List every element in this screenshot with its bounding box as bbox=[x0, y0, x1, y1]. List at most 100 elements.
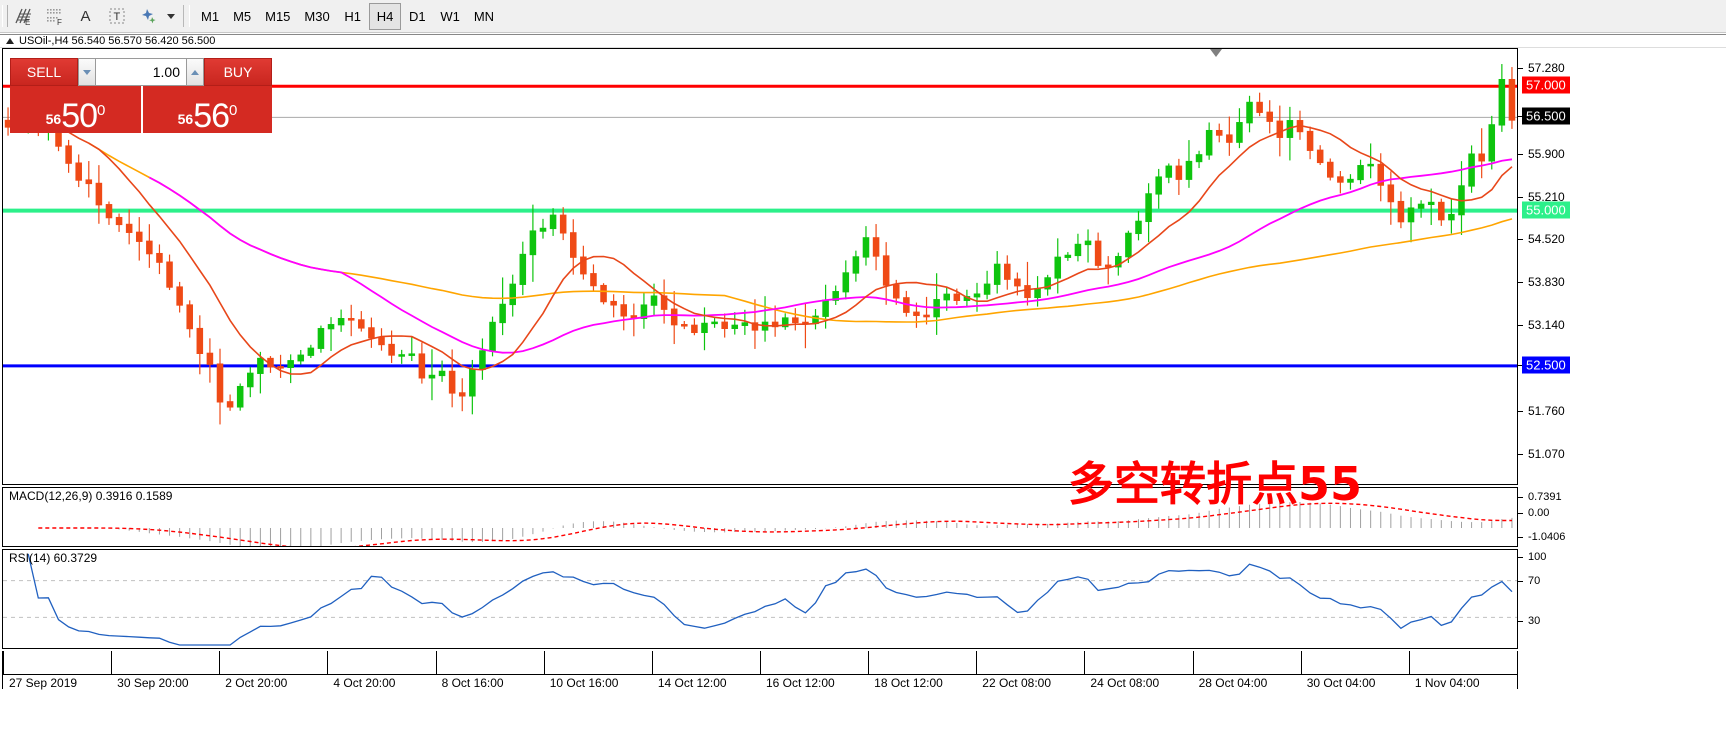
candle-body bbox=[438, 370, 446, 377]
rsi-tick-30: 30 bbox=[1518, 615, 1540, 627]
text-tool-icon[interactable]: A bbox=[80, 7, 91, 25]
candle-body bbox=[398, 354, 405, 357]
time-label-9: 22 Oct 08:00 bbox=[982, 676, 1051, 690]
sell-price-prefix: 56 bbox=[45, 111, 62, 127]
indicators-icon[interactable]: E bbox=[8, 3, 39, 30]
timeframe-h1[interactable]: H1 bbox=[344, 8, 362, 24]
rsi-chart-svg bbox=[3, 553, 1517, 646]
timeframe-m15[interactable]: M15 bbox=[265, 8, 291, 24]
candle-body bbox=[681, 324, 688, 327]
price-tick-53-830: 53.830 bbox=[1518, 275, 1565, 289]
text-label-icon[interactable]: T bbox=[101, 3, 132, 30]
candle-body bbox=[1357, 165, 1364, 181]
candle-body bbox=[176, 286, 183, 306]
candle-body bbox=[196, 327, 204, 355]
candle-body bbox=[1185, 160, 1193, 180]
candle-body bbox=[1448, 213, 1455, 221]
candle-body bbox=[973, 293, 981, 298]
candle-body bbox=[236, 385, 244, 408]
timeframe-mn[interactable]: MN bbox=[473, 8, 495, 24]
candle-body bbox=[1256, 101, 1263, 113]
price-tag-current-bid[interactable]: 56.500 bbox=[1522, 107, 1570, 125]
candle-body bbox=[701, 322, 708, 334]
time-label-2: 2 Oct 20:00 bbox=[225, 676, 288, 690]
candle-body bbox=[913, 311, 920, 316]
objects-dropdown-caret[interactable] bbox=[163, 3, 179, 30]
volume-input[interactable]: 1.00 bbox=[96, 58, 186, 86]
macd-tick-0: 0.7391 bbox=[1518, 491, 1562, 503]
candle-body bbox=[1024, 285, 1031, 299]
volume-decrease-button[interactable] bbox=[78, 58, 96, 86]
toolbar-grip[interactable] bbox=[2, 5, 8, 27]
timeframe-m1[interactable]: M1 bbox=[201, 8, 220, 24]
main-toolbar: E F A T bbox=[0, 0, 1726, 33]
price-chart-svg bbox=[3, 49, 1517, 425]
timeframe-h4[interactable]: H4 bbox=[368, 2, 402, 30]
candle-body bbox=[1316, 149, 1324, 164]
candle-body bbox=[1488, 124, 1496, 162]
buy-price-main: 56 bbox=[193, 97, 230, 135]
collapse-triangle-icon[interactable] bbox=[6, 38, 14, 44]
price-tag-resistance[interactable]: 57.000 bbox=[1522, 76, 1570, 94]
candle-body bbox=[1074, 243, 1082, 257]
price-tag-pivot[interactable]: 55.000 bbox=[1522, 201, 1570, 219]
candle-body bbox=[347, 317, 355, 321]
candle-body bbox=[1438, 201, 1445, 221]
sell-button[interactable]: SELL bbox=[10, 58, 78, 86]
candle-body bbox=[1226, 134, 1233, 143]
candle-body bbox=[287, 360, 294, 369]
candle-body bbox=[569, 232, 577, 258]
price-axis[interactable]: 57.280 56.500 55.900 55.210 54.520 53.830 53.1… bbox=[1518, 48, 1724, 485]
candle-body bbox=[125, 223, 133, 233]
candle-body bbox=[852, 256, 860, 274]
time-label-10: 24 Oct 08:00 bbox=[1090, 676, 1160, 690]
templates-icon[interactable]: F bbox=[39, 3, 70, 30]
time-label-3: 4 Oct 20:00 bbox=[333, 676, 396, 690]
candle-body bbox=[983, 283, 991, 295]
time-label-5: 10 Oct 16:00 bbox=[549, 676, 619, 690]
candle-body bbox=[691, 324, 698, 334]
price-tick-53-140: 53.140 bbox=[1518, 318, 1565, 332]
candle-body bbox=[368, 327, 375, 339]
time-label-12: 30 Oct 04:00 bbox=[1306, 676, 1376, 690]
buy-price-display[interactable]: 56 56 0 bbox=[141, 86, 272, 133]
candle-body bbox=[1427, 201, 1435, 206]
candle-body bbox=[1468, 153, 1475, 187]
macd-axis: 0.7391 0.00 -1.0406 bbox=[1518, 487, 1724, 547]
time-gridline bbox=[219, 651, 221, 674]
time-axis[interactable]: 27 Sep 2019 30 Sep 20:00 2 Oct 20:00 4 Oct … bbox=[2, 651, 1518, 690]
timeframe-d1[interactable]: D1 bbox=[409, 8, 426, 24]
time-gridline bbox=[111, 651, 113, 674]
time-label-4: 8 Oct 16:00 bbox=[441, 676, 504, 690]
candle-body bbox=[115, 216, 123, 226]
price-tag-support[interactable]: 52.500 bbox=[1522, 356, 1570, 374]
candle-body bbox=[1115, 255, 1122, 268]
rsi-label: RSI(14) 60.3729 bbox=[9, 551, 98, 565]
one-click-trading-panel[interactable]: SELL 1.00 BUY 56 50 0 56 56 0 bbox=[10, 58, 272, 133]
candle-body bbox=[862, 237, 870, 258]
candle-body bbox=[458, 392, 466, 397]
sell-price-display[interactable]: 56 50 0 bbox=[10, 86, 141, 133]
candle-body bbox=[1266, 111, 1273, 122]
objects-icon[interactable] bbox=[132, 3, 163, 30]
macd-chart-svg bbox=[38, 502, 1513, 546]
rsi-pane[interactable]: RSI(14) 60.3729 bbox=[2, 549, 1518, 649]
timeframe-m30[interactable]: M30 bbox=[304, 8, 330, 24]
buy-button[interactable]: BUY bbox=[204, 58, 272, 86]
candle-body bbox=[1478, 153, 1485, 162]
candle-body bbox=[822, 299, 829, 317]
candle-body bbox=[640, 304, 648, 319]
candle-body bbox=[75, 162, 82, 181]
volume-increase-button[interactable] bbox=[186, 58, 204, 86]
candle-body bbox=[1377, 163, 1385, 186]
candle-body bbox=[539, 227, 547, 232]
macd-pane[interactable]: MACD(12,26,9) 0.3916 0.1589 bbox=[2, 487, 1518, 547]
candle-body bbox=[892, 284, 900, 299]
chart-area[interactable]: MACD(12,26,9) 0.3916 0.1589 RSI(14) 60.3… bbox=[0, 48, 1726, 753]
price-tick-51-070: 51.070 bbox=[1518, 447, 1565, 461]
time-gridline bbox=[651, 651, 653, 674]
time-gridline bbox=[1192, 651, 1194, 674]
timeframe-w1[interactable]: W1 bbox=[440, 8, 460, 24]
timeframe-m5[interactable]: M5 bbox=[233, 8, 252, 24]
candle-body bbox=[479, 350, 486, 370]
